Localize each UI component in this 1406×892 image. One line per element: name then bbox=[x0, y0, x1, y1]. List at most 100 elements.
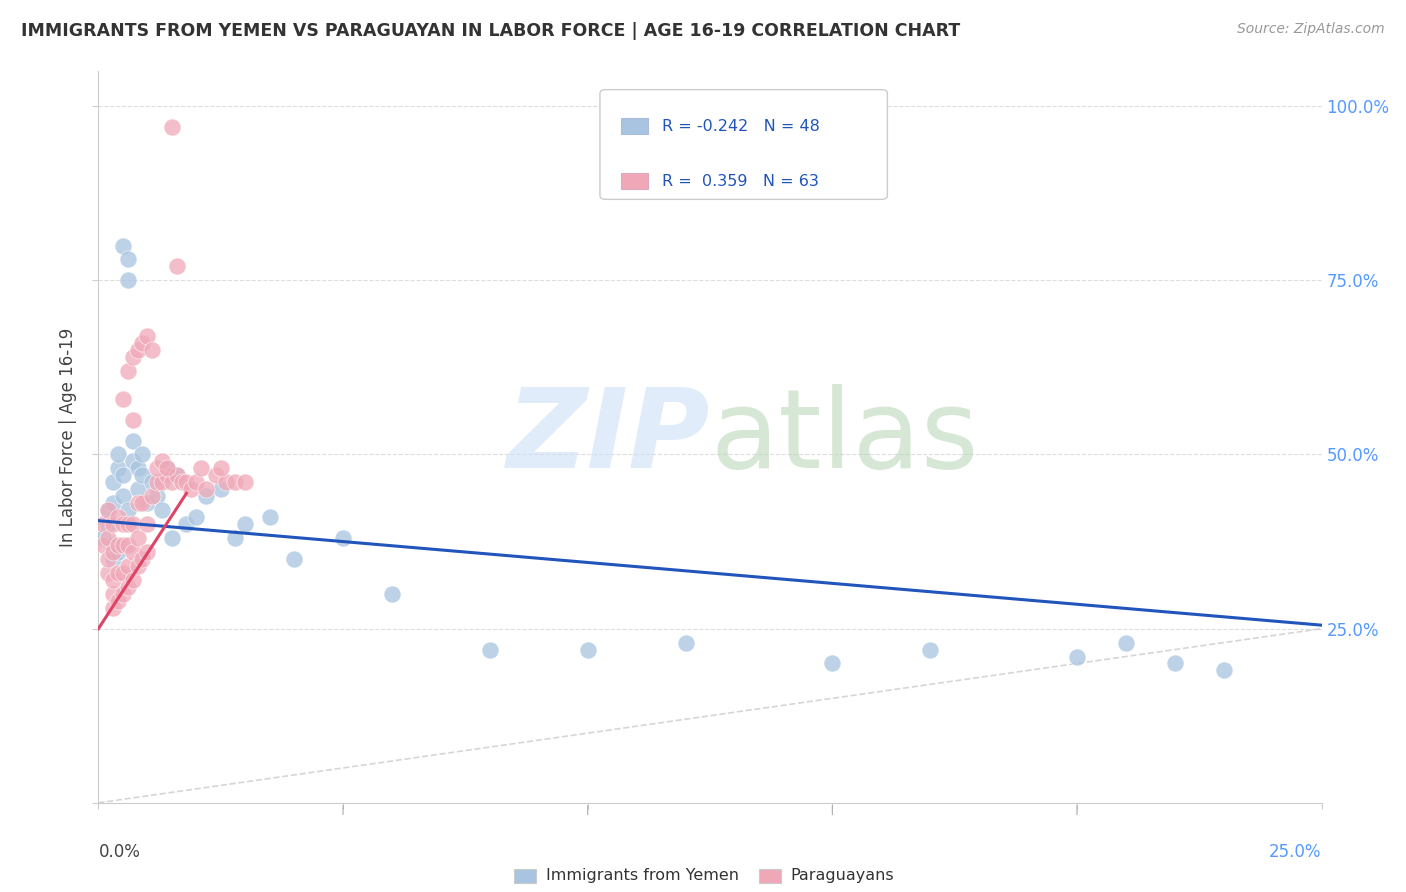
Text: atlas: atlas bbox=[710, 384, 979, 491]
Point bbox=[176, 517, 198, 532]
FancyBboxPatch shape bbox=[600, 90, 887, 200]
Point bbox=[675, 635, 697, 649]
FancyBboxPatch shape bbox=[515, 870, 536, 882]
Point bbox=[146, 489, 169, 503]
Point bbox=[233, 517, 256, 532]
Point bbox=[101, 538, 124, 552]
Point bbox=[97, 552, 120, 566]
Point bbox=[107, 510, 129, 524]
Point bbox=[160, 475, 183, 490]
Point bbox=[150, 475, 173, 490]
Point bbox=[121, 573, 143, 587]
Point bbox=[107, 461, 129, 475]
Point bbox=[127, 483, 149, 497]
Point bbox=[101, 552, 124, 566]
Point bbox=[121, 350, 143, 364]
Point bbox=[576, 642, 599, 657]
Point bbox=[111, 517, 134, 532]
Point bbox=[166, 468, 188, 483]
Point bbox=[233, 475, 256, 490]
Point bbox=[131, 336, 153, 351]
Point bbox=[131, 552, 153, 566]
Point bbox=[111, 538, 134, 552]
Point bbox=[107, 566, 129, 580]
Point bbox=[101, 545, 124, 559]
Point bbox=[121, 545, 143, 559]
Point bbox=[209, 483, 232, 497]
Point bbox=[141, 343, 163, 357]
FancyBboxPatch shape bbox=[620, 118, 648, 135]
Point bbox=[1212, 664, 1234, 678]
Point bbox=[146, 475, 169, 490]
Point bbox=[117, 273, 139, 287]
Point bbox=[186, 510, 208, 524]
FancyBboxPatch shape bbox=[620, 173, 648, 189]
Y-axis label: In Labor Force | Age 16-19: In Labor Force | Age 16-19 bbox=[59, 327, 77, 547]
Text: Paraguayans: Paraguayans bbox=[790, 869, 894, 883]
Point bbox=[111, 392, 134, 406]
Point bbox=[224, 475, 246, 490]
Point bbox=[136, 496, 159, 510]
Point bbox=[224, 531, 246, 545]
Point bbox=[150, 454, 173, 468]
Point bbox=[117, 503, 139, 517]
Point bbox=[283, 552, 305, 566]
Point bbox=[156, 461, 179, 475]
Point bbox=[97, 503, 120, 517]
Point bbox=[136, 545, 159, 559]
Point bbox=[117, 517, 139, 532]
Point bbox=[131, 448, 153, 462]
Text: 25.0%: 25.0% bbox=[1270, 843, 1322, 861]
Point bbox=[166, 468, 188, 483]
Point bbox=[160, 120, 183, 134]
Point bbox=[190, 461, 212, 475]
Point bbox=[121, 412, 143, 426]
Point bbox=[920, 642, 942, 657]
Text: ZIP: ZIP bbox=[506, 384, 710, 491]
Point bbox=[180, 483, 202, 497]
Point bbox=[107, 538, 129, 552]
Point bbox=[101, 496, 124, 510]
Point bbox=[821, 657, 844, 671]
Point bbox=[131, 496, 153, 510]
Point bbox=[101, 573, 124, 587]
Point bbox=[121, 434, 143, 448]
Point bbox=[91, 531, 114, 545]
Point bbox=[166, 260, 188, 274]
Point bbox=[131, 468, 153, 483]
Point bbox=[205, 468, 228, 483]
Point bbox=[186, 475, 208, 490]
Point bbox=[107, 594, 129, 608]
Text: R =  0.359   N = 63: R = 0.359 N = 63 bbox=[662, 174, 820, 188]
Text: 0.0%: 0.0% bbox=[98, 843, 141, 861]
Point bbox=[117, 558, 139, 573]
Point bbox=[259, 510, 281, 524]
Point bbox=[209, 461, 232, 475]
Point bbox=[127, 343, 149, 357]
Point bbox=[381, 587, 404, 601]
Point bbox=[111, 587, 134, 601]
Point bbox=[117, 364, 139, 378]
Point bbox=[97, 517, 120, 532]
Point bbox=[117, 538, 139, 552]
Point bbox=[121, 517, 143, 532]
Point bbox=[214, 475, 236, 490]
Point bbox=[146, 461, 169, 475]
Point bbox=[117, 252, 139, 267]
Point bbox=[160, 531, 183, 545]
Text: Immigrants from Yemen: Immigrants from Yemen bbox=[546, 869, 740, 883]
Point bbox=[136, 329, 159, 343]
Point bbox=[1164, 657, 1187, 671]
Point bbox=[478, 642, 501, 657]
Point bbox=[141, 475, 163, 490]
Point bbox=[150, 503, 173, 517]
Point bbox=[101, 587, 124, 601]
Point bbox=[101, 600, 124, 615]
Point bbox=[195, 489, 218, 503]
Point bbox=[117, 580, 139, 594]
Point bbox=[141, 489, 163, 503]
Point bbox=[332, 531, 354, 545]
Text: IMMIGRANTS FROM YEMEN VS PARAGUAYAN IN LABOR FORCE | AGE 16-19 CORRELATION CHART: IMMIGRANTS FROM YEMEN VS PARAGUAYAN IN L… bbox=[21, 22, 960, 40]
Point bbox=[127, 558, 149, 573]
Point bbox=[170, 475, 193, 490]
